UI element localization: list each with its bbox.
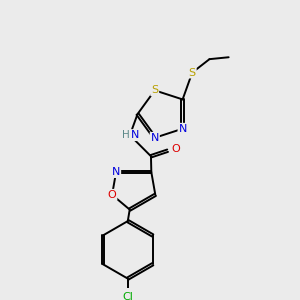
- Text: N: N: [178, 124, 187, 134]
- Text: O: O: [108, 190, 116, 200]
- Text: N: N: [151, 133, 159, 143]
- Text: H: H: [122, 130, 130, 140]
- Text: S: S: [151, 85, 158, 95]
- Text: N: N: [130, 130, 139, 140]
- Text: Cl: Cl: [122, 292, 133, 300]
- Text: S: S: [189, 68, 196, 78]
- Text: O: O: [172, 144, 180, 154]
- Text: N: N: [112, 167, 120, 177]
